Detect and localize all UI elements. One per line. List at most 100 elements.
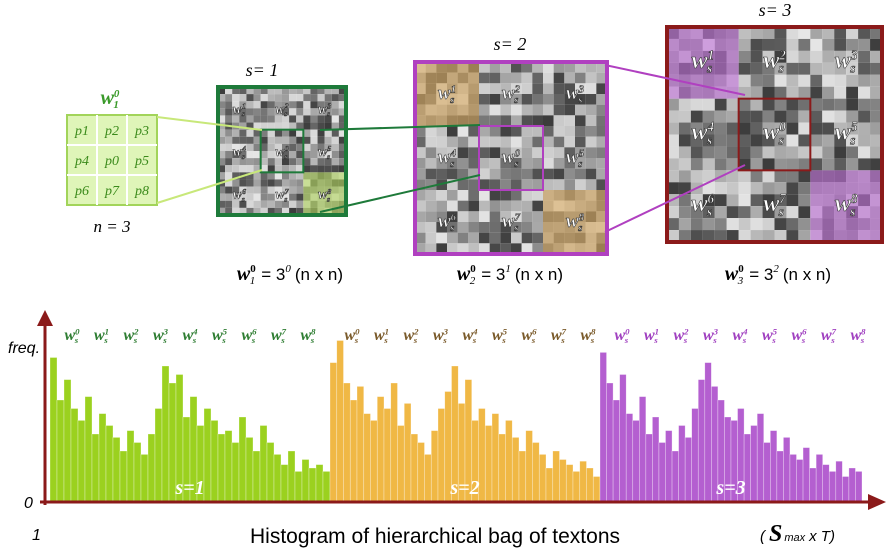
texture-pixel: [275, 130, 282, 137]
w-label: w1s: [438, 83, 456, 106]
texture-pixel: [798, 111, 810, 123]
hist-bar: [751, 426, 758, 503]
texture-pixel: [775, 170, 787, 182]
w-label: w7s: [821, 326, 837, 345]
texture-pixel: [786, 99, 798, 111]
texture-pixel: [490, 137, 501, 148]
texture-pixel: [310, 130, 317, 137]
texture-pixel: [715, 158, 727, 170]
texture-pixel: [318, 94, 325, 101]
texture-pixel: [786, 206, 798, 218]
w-label: w6s: [521, 326, 537, 345]
hist-bar: [106, 426, 113, 503]
texture-pixel: [751, 170, 763, 182]
texture-pixel: [289, 172, 296, 179]
texture-pixel: [225, 172, 232, 179]
texture-pixel: [296, 158, 303, 165]
texture-pixel: [798, 123, 810, 135]
texture-pixel: [691, 218, 703, 230]
texture-pixel: [332, 108, 339, 115]
w-label: w2s: [502, 83, 520, 106]
text-part: s: [103, 335, 108, 345]
texture-pixel: [261, 165, 268, 172]
pixel-label: p2: [104, 124, 119, 139]
texture-pixel: [275, 179, 282, 186]
text-part: s: [830, 335, 835, 345]
texture-pixel: [479, 201, 490, 212]
texture-pixel: [468, 137, 479, 148]
texture-pixel: [763, 158, 775, 170]
texture-pixel: [282, 130, 289, 137]
hist-bar: [607, 383, 614, 502]
texture-pixel: [822, 51, 834, 63]
texture-pixel: [289, 151, 296, 158]
hist-bar: [546, 468, 553, 502]
texture-pixel: [679, 218, 691, 230]
texture-pixel: [810, 39, 822, 51]
texture-pixel: [436, 190, 447, 201]
texture-pixel: [289, 130, 296, 137]
texture-pixel: [468, 126, 479, 137]
w-label: w3s: [153, 326, 169, 345]
texture-pixel: [318, 137, 325, 144]
texture-pixel: [586, 73, 597, 84]
texture-pixel: [268, 123, 275, 130]
texture-pixel: [303, 151, 310, 158]
text-part: 1: [505, 263, 511, 275]
w-label: w4s: [462, 326, 478, 345]
texture-pixel: [332, 144, 339, 151]
hist-bar: [666, 431, 673, 502]
texture-pixel: [261, 172, 268, 179]
w-label: w1s: [692, 47, 715, 75]
texture-pixel: [436, 169, 447, 180]
texture-pixel: [679, 170, 691, 182]
texture-pixel: [810, 123, 822, 135]
texture-pixel: [225, 151, 232, 158]
texture-pixel: [786, 135, 798, 147]
w-label: w6s: [241, 326, 257, 345]
w-label: w0s: [64, 326, 80, 345]
text-part: s: [383, 335, 388, 345]
text-part: s: [133, 335, 138, 345]
texture-pixel: [798, 170, 810, 182]
texture-pixel: [786, 182, 798, 194]
texture-pixel: [775, 158, 787, 170]
texture-pixel: [739, 206, 751, 218]
hist-bar: [639, 397, 646, 502]
w-label: w3s: [703, 326, 719, 345]
texture-pixel: [296, 101, 303, 108]
hist-bar: [770, 431, 777, 502]
text-part: s: [74, 335, 79, 345]
w-label: w7s: [763, 191, 787, 219]
texture-pixel: [751, 158, 763, 170]
texture-pixel: [332, 137, 339, 144]
hist-bar: [499, 434, 506, 502]
texture-pixel: [511, 126, 522, 137]
texture-pixel: [586, 105, 597, 116]
y-arrow: [37, 310, 53, 326]
texture-pixel: [810, 87, 822, 99]
texture-pixel: [522, 233, 533, 244]
texture-pixel: [490, 233, 501, 244]
texture-pixel: [325, 123, 332, 130]
w-label: w7s: [271, 326, 287, 345]
hist-bar: [148, 434, 155, 502]
texture-pixel: [858, 146, 870, 158]
w-label: w8s: [850, 326, 866, 345]
w-label: w2s: [673, 326, 689, 345]
texture-pixel: [751, 111, 763, 123]
w-label: w7s: [551, 326, 567, 345]
hist-bar: [225, 431, 232, 502]
texture-pixel: [739, 75, 751, 87]
texture-pixel: [490, 105, 501, 116]
texture-pixel: [858, 99, 870, 111]
text-part: s: [590, 335, 595, 345]
texture-pixel: [715, 182, 727, 194]
hist-bar: [330, 363, 337, 502]
texture-pixel: [564, 169, 575, 180]
text-part: = 3: [481, 265, 505, 284]
texture-pixel: [268, 165, 275, 172]
text-part: 0: [250, 263, 256, 275]
hist-bar: [566, 465, 573, 502]
